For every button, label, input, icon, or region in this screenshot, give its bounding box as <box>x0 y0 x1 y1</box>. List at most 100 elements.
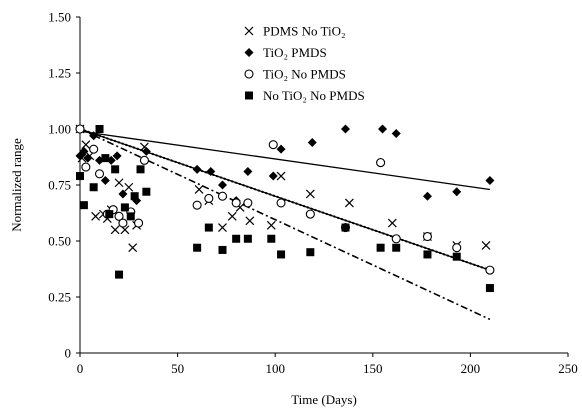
x-axis-label: Time (Days) <box>291 392 357 407</box>
point-square-series-3 <box>376 243 385 252</box>
point-circle-series-2 <box>268 140 278 150</box>
point-circle-series-2 <box>485 265 495 275</box>
point-x-series-0 <box>481 240 491 251</box>
point-square-series-3 <box>105 210 114 219</box>
legend-label: No TiO₂ No PMDS <box>263 88 365 103</box>
point-square-series-3 <box>218 245 227 254</box>
legend: PDMS No TiO₂ TiO₂ PMDS TiO₂ No PMDS No TiO₂… <box>244 24 365 103</box>
point-diamond-series-1 <box>243 167 253 177</box>
point-x-series-0 <box>245 216 255 226</box>
y-axis-label: Normalized range <box>9 138 24 232</box>
point-x-series-0 <box>114 178 124 188</box>
x-tick-label: 50 <box>171 361 184 376</box>
point-square-series-3 <box>392 243 401 252</box>
point-x-series-0 <box>110 225 120 235</box>
x-tick-label: 0 <box>77 361 84 376</box>
point-circle-series-2 <box>422 231 433 242</box>
point-square-series-3 <box>193 243 202 252</box>
point-x-series-0 <box>128 243 138 253</box>
legend-marker-diamond <box>244 48 254 57</box>
point-square-series-3 <box>341 223 350 232</box>
point-circle-series-2 <box>75 124 85 134</box>
point-diamond-series-1 <box>217 180 227 190</box>
point-x-series-0 <box>266 220 276 230</box>
point-diamond-series-1 <box>276 144 286 154</box>
point-x-series-0 <box>91 211 101 221</box>
point-diamond-series-1 <box>118 189 128 199</box>
point-circle-series-2 <box>276 198 286 208</box>
point-circle-series-2 <box>134 218 144 228</box>
point-diamond-series-1 <box>378 124 388 134</box>
point-square-series-3 <box>136 165 145 174</box>
point-square-series-3 <box>120 203 129 212</box>
point-square-series-3 <box>485 284 494 293</box>
point-circle-series-2 <box>217 191 228 201</box>
point-square-series-3 <box>111 165 120 174</box>
point-square-series-3 <box>89 183 98 192</box>
point-x-series-0 <box>81 140 91 150</box>
y-tick-label: 1.00 <box>48 122 71 137</box>
point-circle-series-2 <box>94 169 105 179</box>
point-diamond-series-1 <box>340 124 350 134</box>
point-circle-series-2 <box>231 198 241 208</box>
y-tick-label: 1.25 <box>48 66 71 81</box>
x-tick-label: 250 <box>558 361 578 376</box>
point-x-series-0 <box>124 182 134 192</box>
point-x-series-0 <box>305 189 315 199</box>
legend-marker-circle <box>244 69 254 79</box>
point-square-series-3 <box>142 187 151 196</box>
point-x-series-0 <box>344 198 354 208</box>
point-x-series-0 <box>194 184 204 195</box>
point-circle-series-2 <box>452 243 462 253</box>
point-x-series-0 <box>227 211 237 221</box>
point-square-series-3 <box>79 201 88 210</box>
point-square-series-3 <box>130 192 139 201</box>
point-square-series-3 <box>101 154 110 163</box>
point-circle-series-2 <box>81 162 91 172</box>
point-circle-series-2 <box>204 193 214 203</box>
point-diamond-series-1 <box>452 187 462 197</box>
point-square-series-3 <box>126 212 135 221</box>
x-tick-label: 150 <box>363 361 383 376</box>
y-tick-label: 1.50 <box>48 10 71 25</box>
point-square-series-3 <box>115 270 124 279</box>
point-diamond-series-1 <box>391 128 401 138</box>
point-x-series-0 <box>387 218 397 228</box>
legend-marker-square <box>245 91 253 100</box>
y-tick-label: 0.75 <box>48 178 71 193</box>
axes: 0 0.25 0.50 0.75 1.00 1.25 1.50 0 50 100 150 200 25… <box>48 10 578 377</box>
point-circle-series-2 <box>376 158 386 168</box>
point-square-series-3 <box>423 250 432 259</box>
point-square-series-3 <box>232 234 241 243</box>
legend-marker-x <box>244 26 254 36</box>
point-square-series-3 <box>267 234 276 243</box>
point-circle-series-2 <box>243 198 253 208</box>
point-diamond-series-1 <box>422 191 432 201</box>
point-x-series-0 <box>217 222 228 233</box>
point-diamond-series-1 <box>268 171 278 181</box>
point-square-series-3 <box>452 252 461 261</box>
point-x-series-0 <box>276 171 286 181</box>
y-tick-label: 0.50 <box>48 234 71 249</box>
point-diamond-series-1 <box>485 176 495 186</box>
y-tick-label: 0 <box>65 346 72 361</box>
trendline-series-1 <box>79 130 491 191</box>
point-square-series-3 <box>76 172 84 181</box>
point-circle-series-2 <box>391 234 401 244</box>
x-tick-label: 200 <box>461 361 481 376</box>
point-circle-series-2 <box>118 218 128 228</box>
point-circle-series-2 <box>89 144 99 154</box>
point-square-series-3 <box>204 223 213 232</box>
legend-label: TiO₂ No PMDS <box>263 67 346 82</box>
point-square-series-3 <box>243 234 252 243</box>
point-square-series-3 <box>95 125 104 133</box>
point-circle-series-2 <box>139 155 149 165</box>
point-square-series-3 <box>277 250 286 259</box>
point-circle-series-2 <box>192 200 202 210</box>
point-diamond-series-1 <box>192 164 202 174</box>
point-circle-series-2 <box>305 209 315 219</box>
x-tick-label: 100 <box>265 361 285 376</box>
point-diamond-series-1 <box>307 137 317 147</box>
legend-label: TiO₂ PMDS <box>263 45 327 60</box>
